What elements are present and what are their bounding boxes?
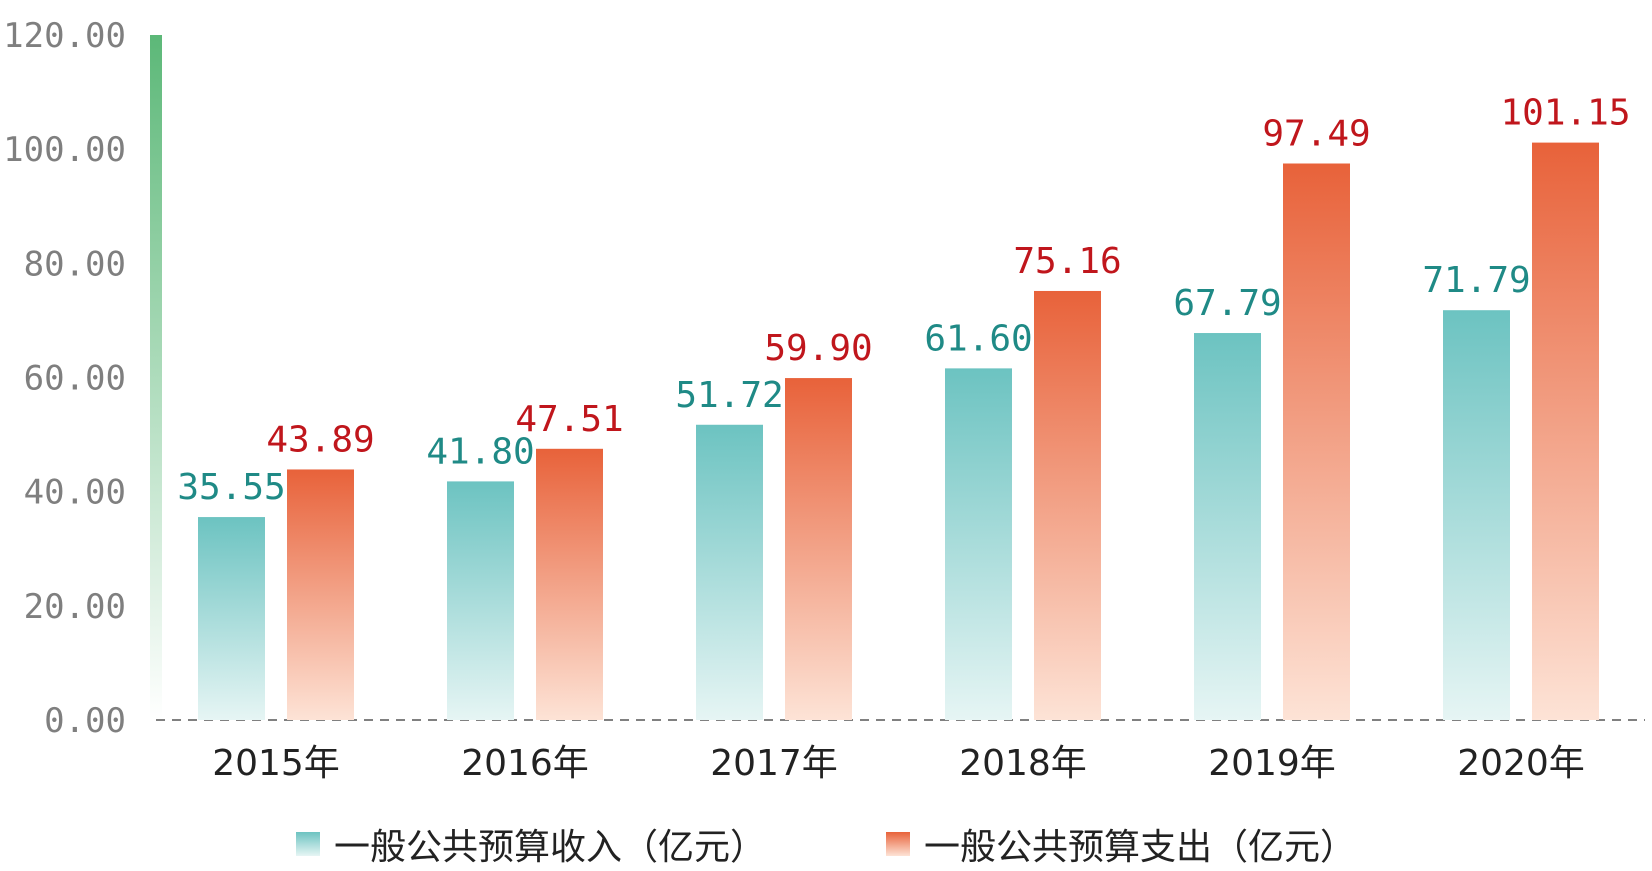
- y-tick-label: 100.00: [3, 130, 126, 170]
- bar-expenditure: [785, 378, 852, 720]
- x-tick-label: 2019年: [1208, 743, 1336, 784]
- data-label-revenue: 61.60: [924, 318, 1032, 359]
- legend-item-revenue: 一般公共预算收入（亿元）: [295, 818, 766, 870]
- y-tick-label: 120.00: [3, 16, 126, 56]
- y-axis-line: [150, 35, 162, 720]
- y-axis-ticks: 0.00 20.00 40.00 60.00 80.00 100.00 120.00: [3, 16, 126, 741]
- bar-revenue: [696, 424, 763, 720]
- bar-revenue: [447, 481, 514, 720]
- y-tick-label: 80.00: [24, 244, 126, 284]
- bar-chart: 0.00 20.00 40.00 60.00 80.00 100.00 120.00 35.…: [3, 16, 1645, 784]
- bar-revenue: [945, 368, 1012, 720]
- data-label-expenditure: 97.49: [1262, 113, 1370, 154]
- legend-swatch-revenue: [295, 832, 320, 856]
- bar-expenditure: [1532, 142, 1599, 721]
- x-axis-ticks: 2015年 2016年 2017年 2018年 2019年 2020年: [212, 743, 1585, 784]
- legend-label-expenditure: 一般公共预算支出（亿元）: [924, 827, 1357, 868]
- bar-expenditure: [1283, 163, 1350, 721]
- y-tick-label: 0.00: [44, 701, 126, 741]
- legend-swatch-expenditure: [886, 832, 910, 856]
- x-tick-label: 2015年: [212, 743, 340, 784]
- data-label-expenditure: 59.90: [764, 328, 872, 369]
- legend: 一般公共预算收入（亿元） 一般公共预算支出（亿元）: [0, 818, 1652, 870]
- data-label-revenue: 35.55: [177, 467, 285, 508]
- data-label-revenue: 71.79: [1422, 260, 1530, 301]
- data-label-expenditure: 43.89: [266, 419, 374, 460]
- bars: [198, 142, 1599, 721]
- legend-item-expenditure: 一般公共预算支出（亿元）: [886, 818, 1356, 870]
- legend-label-revenue: 一般公共预算收入（亿元）: [333, 827, 766, 868]
- y-tick-label: 20.00: [24, 587, 126, 627]
- x-tick-label: 2016年: [461, 743, 589, 784]
- x-tick-label: 2020年: [1457, 743, 1585, 784]
- x-tick-label: 2017年: [710, 743, 838, 784]
- x-tick-label: 2018年: [959, 743, 1087, 784]
- bar-expenditure: [536, 448, 603, 720]
- data-label-expenditure: 101.15: [1500, 93, 1630, 134]
- bar-revenue: [1443, 310, 1510, 720]
- data-label-revenue: 67.79: [1173, 283, 1281, 324]
- y-tick-label: 40.00: [24, 473, 126, 513]
- data-label-revenue: 41.80: [426, 431, 534, 472]
- data-label-revenue: 51.72: [675, 375, 783, 416]
- bar-revenue: [198, 517, 265, 720]
- bar-revenue: [1194, 333, 1261, 720]
- data-label-expenditure: 75.16: [1013, 241, 1121, 282]
- bar-expenditure: [1034, 290, 1101, 720]
- data-label-expenditure: 47.51: [515, 399, 623, 440]
- bar-expenditure: [287, 469, 354, 720]
- y-tick-label: 60.00: [24, 359, 126, 399]
